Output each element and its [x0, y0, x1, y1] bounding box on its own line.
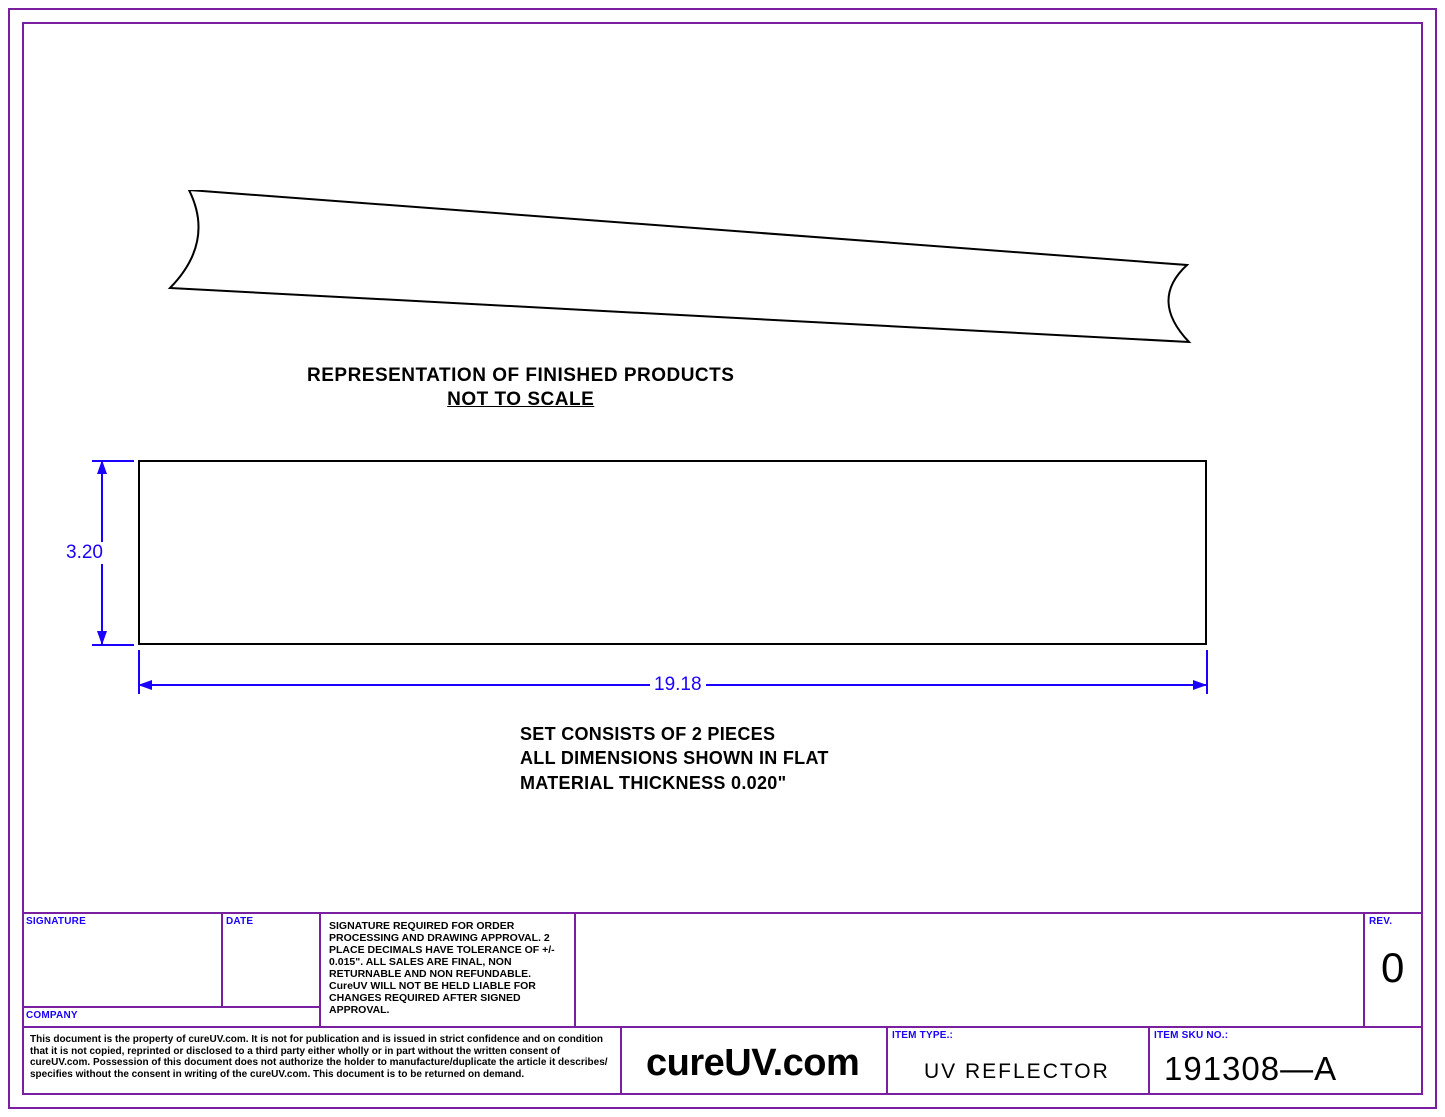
approval-text: SIGNATURE REQUIRED FOR ORDER PROCESSING … [321, 914, 574, 1023]
dimension-width-value: 19.18 [650, 674, 706, 696]
sku-header: ITEM SKU NO.: [1154, 1030, 1228, 1041]
drawing-area: REPRESENTATION OF FINISHED PRODUCTS NOT … [22, 22, 1423, 912]
brand-logo-text: cureUV.com [646, 1042, 859, 1085]
disclaimer-text: This document is the property of cureUV.… [22, 1028, 620, 1086]
signature-header: SIGNATURE [26, 916, 86, 927]
finished-product-shape [167, 190, 1212, 350]
rev-value: 0 [1381, 944, 1404, 992]
note-line3: MATERIAL THICKNESS 0.020" [520, 771, 829, 795]
caption-line2: NOT TO SCALE [307, 388, 734, 412]
caption-line1: REPRESENTATION OF FINISHED PRODUCTS [307, 364, 734, 388]
titleblock-lower: This document is the property of cureUV.… [22, 1026, 1423, 1095]
company-header: COMPANY [26, 1010, 78, 1021]
note-line2: ALL DIMENSIONS SHOWN IN FLAT [520, 746, 829, 770]
material-notes: SET CONSISTS OF 2 PIECES ALL DIMENSIONS … [520, 722, 829, 795]
item-type-value: UV REFLECTOR [924, 1060, 1110, 1084]
finished-product-caption: REPRESENTATION OF FINISHED PRODUCTS NOT … [307, 364, 734, 412]
rev-header: REV. [1369, 916, 1392, 927]
note-line1: SET CONSISTS OF 2 PIECES [520, 722, 829, 746]
flat-blank-rect [138, 460, 1207, 645]
sku-value: 191308—A [1164, 1050, 1337, 1088]
date-header: DATE [226, 916, 253, 927]
item-type-header: ITEM TYPE.: [892, 1030, 953, 1041]
dimension-height-value: 3.20 [62, 542, 107, 564]
titleblock-upper: SIGNATURE DATE COMPANY SIGNATURE REQUIRE… [22, 912, 1423, 1026]
